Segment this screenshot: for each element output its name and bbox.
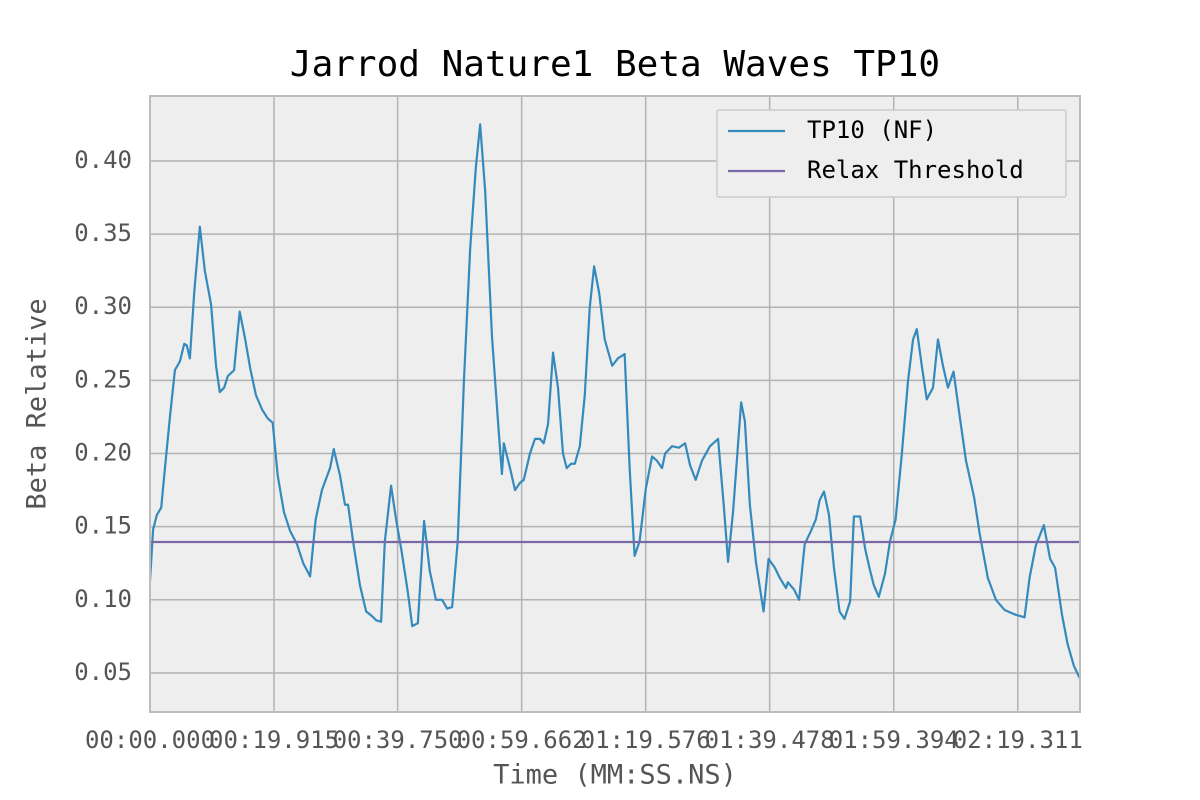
- plot-frame: [149, 95, 1081, 713]
- legend-box: [716, 109, 1067, 198]
- y-tick-label: 0.40: [74, 146, 132, 174]
- x-tick-label: 00:59.662: [457, 726, 587, 754]
- x-tick-label: 02:19.311: [953, 726, 1083, 754]
- marks: [148, 123, 1081, 680]
- y-tick-label: 0.30: [74, 292, 132, 320]
- data-line: [148, 123, 1081, 680]
- legend: TP10 (NF) Relax Threshold: [716, 109, 1067, 198]
- x-axis-label: Time (MM:SS.NS): [493, 760, 737, 791]
- x-tick-label: 01:19.576: [581, 726, 711, 754]
- y-tick-label: 0.20: [74, 439, 132, 467]
- x-tick-label: 00:00.000: [85, 726, 215, 754]
- y-tick-label: 0.35: [74, 219, 132, 247]
- y-tick-label: 0.25: [74, 365, 132, 393]
- y-tick-label: 0.15: [74, 512, 132, 540]
- labels: 0.05 0.10 0.15 0.20 0.25 0.30 0.35 0.40 00:00.00…: [74, 146, 1083, 754]
- plot-background: [150, 96, 1080, 712]
- chart-title: Jarrod Nature1 Beta Waves TP10: [290, 44, 940, 85]
- x-tick-label: 01:39.478: [705, 726, 835, 754]
- legend-label: Relax Threshold: [807, 156, 1024, 184]
- x-tick-label: 00:39.750: [333, 726, 463, 754]
- x-tick-label: 00:19.915: [209, 726, 339, 754]
- legend-label: TP10 (NF): [807, 116, 937, 144]
- x-tick-label: 01:59.394: [829, 726, 959, 754]
- y-axis-label: Beta Relative: [22, 298, 53, 509]
- y-tick-label: 0.10: [74, 585, 132, 613]
- y-tick-label: 0.05: [74, 658, 132, 686]
